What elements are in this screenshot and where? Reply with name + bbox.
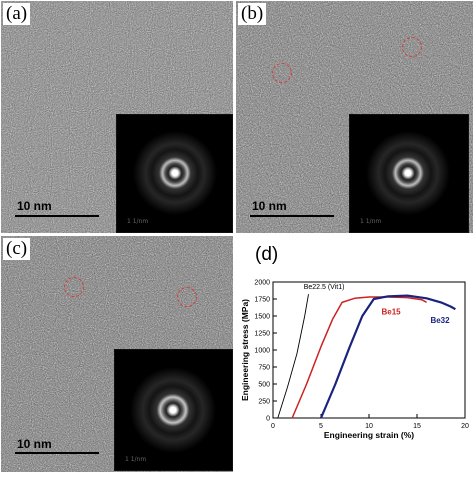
tem-panel-a: (a) 10 nm 1 1/nm [1, 1, 233, 233]
y-axis-label: Engineering stress (MPa) [240, 299, 250, 401]
series-line-3 [319, 294, 456, 419]
plot-frame [272, 281, 466, 419]
red-circle-marker-c1 [64, 277, 84, 297]
diffraction-pattern-a [117, 115, 232, 232]
y-tick-label: 750 [258, 365, 270, 372]
tem-panel-c: (c) 10 nm 1 1/nm [1, 236, 233, 472]
x-tick-label: 10 [365, 423, 373, 430]
panel-label-d: (d) [255, 244, 278, 265]
y-tick-label: 1250 [254, 331, 270, 338]
y-tick-label: 500 [258, 382, 270, 389]
chart-layer: 0 5 10 15 20 0 250 500 750 1000 1250 1500 1750 2000 En… [240, 280, 469, 441]
tem-panel-b: (b) 10 nm 1 1/nm [236, 1, 473, 233]
series-line-1 [277, 294, 309, 419]
diffraction-inset-b: 1 1/nm [349, 114, 469, 233]
red-circle-marker-c2 [177, 287, 197, 307]
scale-bar-b [250, 215, 334, 217]
panel-label-c: (c) [3, 238, 31, 260]
scale-bar-c [15, 452, 99, 454]
y-tick-label: 2000 [254, 280, 270, 287]
diffraction-inset-a: 1 1/nm [116, 114, 233, 233]
y-tick-label: 1000 [254, 348, 270, 355]
x-tick-label: 0 [271, 423, 275, 430]
scale-label-a: 10 nm [17, 199, 52, 213]
scale-label-c: 10 nm [17, 437, 52, 451]
x-axis-label: Engineering strain (%) [324, 430, 414, 440]
y-tick-label: 0 [266, 416, 270, 423]
inset-scale-a: 1 1/nm [127, 218, 149, 225]
red-circle-marker-b2 [402, 37, 422, 57]
inset-scale-c: 1 1/nm [125, 456, 147, 463]
series-line-2 [291, 296, 427, 419]
stress-strain-panel: (d) 0 5 10 15 20 0 250 500 750 1000 1250 1500 1750 20… [237, 236, 473, 472]
diffraction-pattern-c [115, 350, 232, 470]
panel-label-a: (a) [3, 3, 31, 25]
y-tick-label: 1500 [254, 314, 270, 321]
x-tick-label: 15 [413, 423, 421, 430]
scale-label-b: 10 nm [252, 199, 287, 213]
diffraction-pattern-b [350, 115, 468, 232]
y-tick-label: 1750 [254, 297, 270, 304]
panel-label-b: (b) [238, 3, 267, 25]
series-label-1: Be22.5 (Vit1) [304, 284, 345, 291]
red-circle-marker-b1 [272, 63, 292, 83]
series-label-2: Be15 [381, 308, 401, 317]
scale-bar-a [15, 215, 99, 217]
x-tick-label: 20 [461, 423, 469, 430]
series-label-3: Be32 [430, 316, 450, 325]
inset-scale-b: 1 1/nm [360, 218, 382, 225]
x-tick-label: 5 [319, 423, 323, 430]
diffraction-inset-c: 1 1/nm [114, 349, 233, 471]
stress-strain-chart: (d) 0 5 10 15 20 0 250 500 750 1000 1250 1500 1750 20… [240, 244, 469, 441]
y-tick-label: 250 [258, 399, 270, 406]
